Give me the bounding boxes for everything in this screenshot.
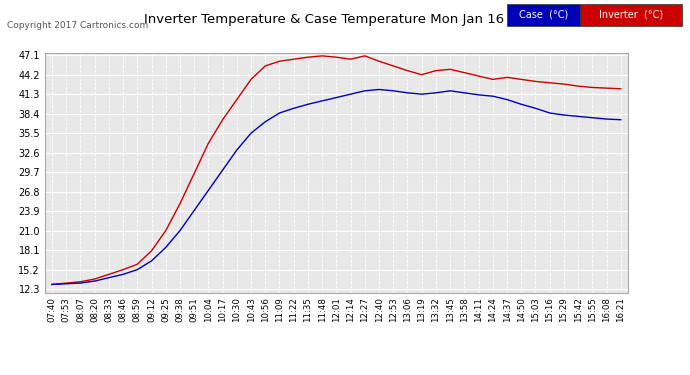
Text: Case  (°C): Case (°C) xyxy=(519,10,568,20)
Text: Inverter  (°C): Inverter (°C) xyxy=(599,10,662,20)
Text: Inverter Temperature & Case Temperature Mon Jan 16 16:21: Inverter Temperature & Case Temperature … xyxy=(144,13,546,26)
Text: Copyright 2017 Cartronics.com: Copyright 2017 Cartronics.com xyxy=(7,21,148,30)
